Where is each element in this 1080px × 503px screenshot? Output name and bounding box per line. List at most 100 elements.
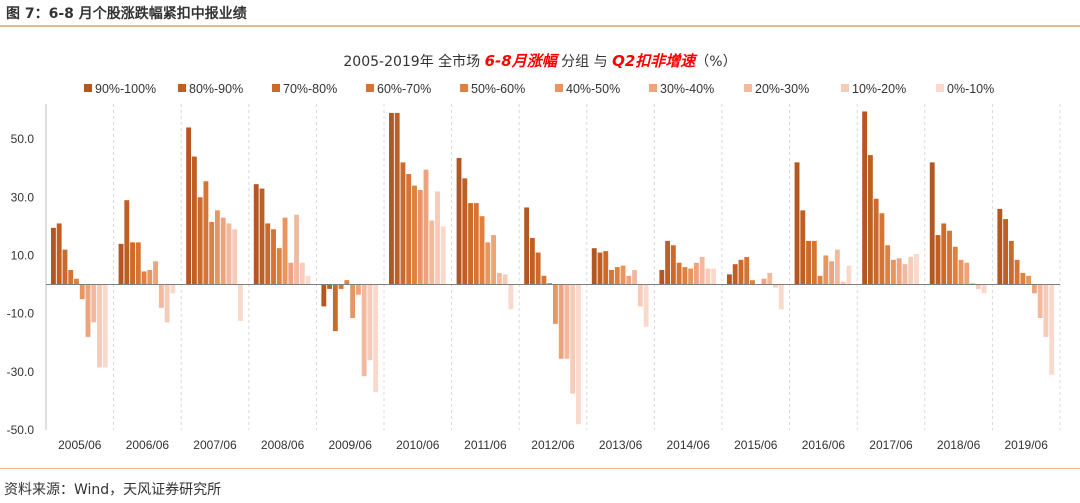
bar [632, 270, 637, 285]
x-tick-label: 2012/06 [531, 438, 575, 452]
legend-label: 40%-50% [566, 82, 620, 96]
bar [203, 181, 209, 285]
bar [400, 162, 406, 285]
bar [553, 284, 558, 324]
legend-swatch [841, 84, 849, 92]
legend-label: 70%-80% [283, 82, 337, 96]
bar [238, 284, 243, 321]
bar [327, 284, 333, 289]
bar [429, 220, 435, 285]
bar [389, 112, 394, 285]
bar [867, 155, 873, 285]
bar [361, 284, 367, 377]
bar [846, 265, 852, 285]
bar [51, 227, 56, 285]
bar [727, 274, 732, 285]
bar [153, 261, 159, 285]
bar [997, 208, 1003, 285]
bar [817, 275, 823, 285]
bar [423, 169, 429, 285]
y-tick-label: 50.0 [11, 132, 35, 146]
bar [699, 256, 705, 285]
legend-swatch [744, 84, 752, 92]
bar [367, 284, 373, 361]
bar [1003, 219, 1009, 285]
bar [597, 252, 603, 285]
bar [529, 238, 535, 285]
bar-chart: 50.0 30.0 10.0 -10.0 -30.0 -50.0 2005/06 2006/0… [7, 82, 1061, 452]
bar [394, 112, 400, 285]
bar [806, 240, 811, 285]
y-tick-label: -10.0 [7, 307, 35, 321]
bar [885, 245, 891, 285]
bar [896, 258, 902, 285]
bar [541, 275, 547, 285]
bar [935, 235, 941, 285]
legend-label: 50%-60% [471, 82, 525, 96]
bar [299, 262, 305, 285]
bar [473, 203, 479, 285]
bar [676, 262, 682, 285]
x-tick-label: 2011/06 [464, 438, 507, 452]
bar [767, 272, 773, 285]
y-tick-label: 30.0 [11, 190, 35, 204]
bar [338, 284, 344, 289]
bar [688, 268, 694, 285]
bar [794, 162, 800, 285]
legend-label: 90%-100% [95, 82, 156, 96]
figure-title: 图 7：6-8 月个股涨跌幅紧扣中报业绩 [6, 6, 247, 22]
bar [56, 223, 62, 285]
bar [435, 191, 440, 285]
x-tick-label: 2019/06 [1005, 438, 1049, 452]
bar [197, 197, 203, 285]
bar [750, 280, 755, 285]
x-tick-label: 2017/06 [869, 438, 913, 452]
legend-swatch [649, 84, 657, 92]
bar [220, 217, 226, 285]
bar [1031, 284, 1037, 294]
bar [1020, 272, 1026, 285]
bar [620, 265, 626, 285]
bar [502, 274, 508, 285]
legend-swatch [936, 84, 944, 92]
bar [97, 284, 102, 368]
bar [603, 251, 609, 285]
bar [305, 275, 311, 285]
bar [141, 271, 147, 285]
bar [253, 184, 259, 285]
bar [975, 284, 981, 289]
bar [535, 252, 541, 285]
bar [79, 284, 85, 300]
bar [558, 284, 564, 359]
bar [226, 223, 232, 285]
bar [321, 284, 327, 307]
bar [738, 259, 744, 285]
bar [276, 248, 282, 285]
bar [496, 272, 502, 285]
bar [288, 262, 294, 285]
bar [74, 278, 79, 285]
chart-title-emphasis-growth: Q2扣非增速 [612, 52, 696, 70]
legend-label: 0%-10% [947, 82, 994, 96]
legend-swatch [272, 84, 280, 92]
bar [659, 270, 665, 285]
bar [1026, 275, 1032, 285]
x-tick-label: 2014/06 [667, 438, 711, 452]
bar [479, 216, 485, 285]
y-tick-label: -50.0 [7, 423, 35, 437]
bar [412, 185, 417, 285]
bar [879, 213, 885, 285]
bar [643, 284, 649, 327]
bar [665, 240, 671, 285]
bar [761, 278, 767, 285]
bar [862, 111, 868, 285]
bar [626, 275, 632, 285]
x-tick-label: 2013/06 [599, 438, 643, 452]
x-tick-label: 2018/06 [937, 438, 981, 452]
bar [570, 284, 576, 394]
bar [294, 214, 299, 285]
legend-swatch [555, 84, 563, 92]
bar [952, 246, 958, 285]
bar [508, 284, 514, 310]
legend-swatch [460, 84, 468, 92]
